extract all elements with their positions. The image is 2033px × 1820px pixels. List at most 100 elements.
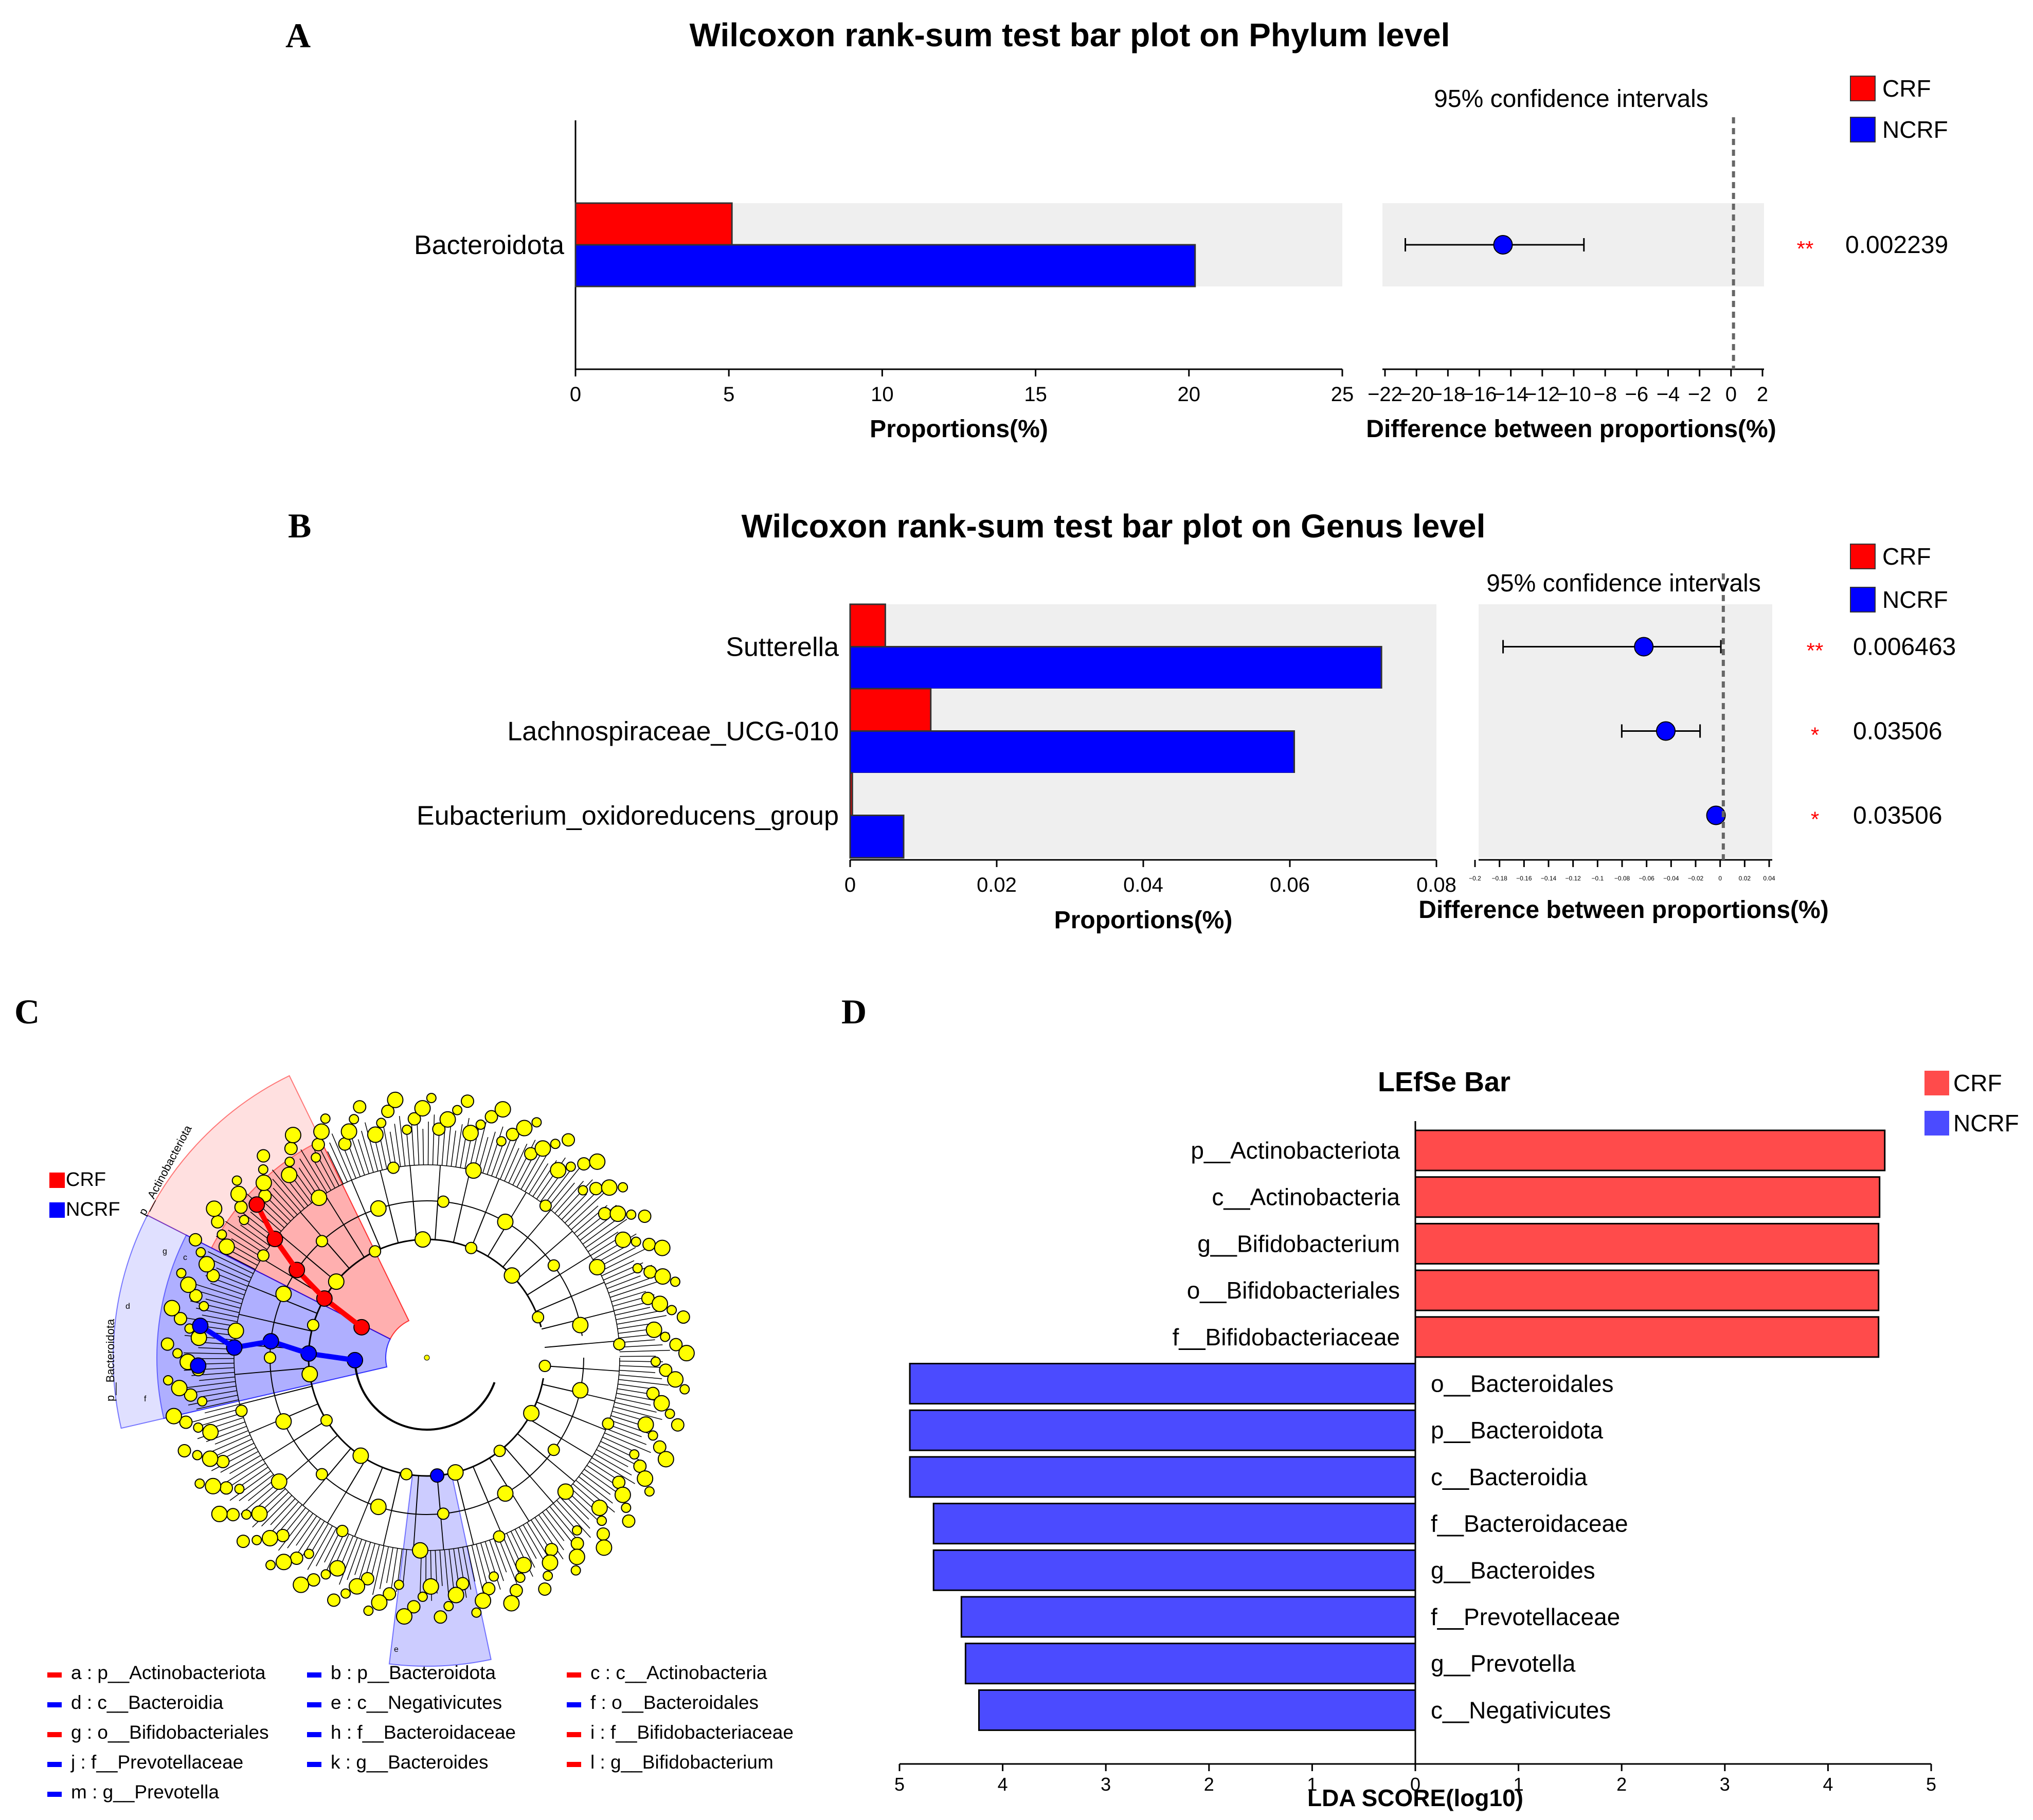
tree-branch: [541, 1319, 580, 1330]
bar-label: g__Prevotella: [1431, 1650, 1576, 1677]
tree-branch: [354, 1503, 369, 1537]
taxon-node: [589, 1258, 606, 1275]
tree-branch: [536, 1401, 573, 1417]
ci-point: [1706, 805, 1726, 825]
panel-a-title: Wilcoxon rank-sum test bar plot on Phylu…: [690, 16, 1450, 53]
tree-branch: [571, 1282, 605, 1297]
key-item: j : f__Prevotellaceae: [70, 1752, 243, 1773]
bar-label: f__Bacteroidaceae: [1431, 1510, 1628, 1537]
taxon-node: [303, 1548, 314, 1559]
x-tick-label: 0.06: [1270, 874, 1310, 896]
tree-branch: [482, 1131, 496, 1174]
key-swatch: [567, 1672, 581, 1678]
taxon-node: [577, 1157, 591, 1171]
tree-branch: [602, 1436, 636, 1453]
tree-branch: [300, 1212, 325, 1240]
taxon-node: [199, 1301, 209, 1311]
taxon-node: [621, 1502, 632, 1513]
tree-branch: [190, 1300, 240, 1313]
tree-branch: [231, 1238, 263, 1258]
taxon-node: [284, 1142, 298, 1156]
taxon-node: [353, 1100, 367, 1114]
taxon-node: [315, 1235, 328, 1248]
tree-branch: [225, 1221, 267, 1250]
tree-branch: [560, 1255, 591, 1275]
taxon-node: [497, 1213, 514, 1230]
tree-branch: [455, 1124, 463, 1167]
ci-axis-title: Difference between proportions(%): [1366, 416, 1776, 443]
tree-branch: [498, 1537, 517, 1584]
taxon-node: [340, 1123, 357, 1140]
taxon-node: [443, 1601, 454, 1612]
tree-branch: [596, 1449, 628, 1467]
tree-branch: [308, 1435, 338, 1461]
tree-branch: [440, 1513, 444, 1550]
tree-branch: [435, 1201, 439, 1240]
tree-branch: [383, 1510, 392, 1546]
tree-branch: [439, 1550, 443, 1587]
taxon-node: [667, 1371, 684, 1388]
tree-branch: [542, 1511, 565, 1541]
taxon-node: [515, 1573, 526, 1583]
taxon-node: [265, 1560, 276, 1571]
tree-branch: [617, 1323, 654, 1329]
taxon-node: [255, 1174, 272, 1191]
tree-branch: [609, 1281, 658, 1298]
tree-branch: [261, 1495, 292, 1527]
panel-a-bar-area: Bacteroidota 0 5 10 15 20 25 Proportions(%): [414, 120, 1354, 443]
taxon-node: [437, 1507, 449, 1520]
taxon-node: [496, 1136, 507, 1147]
key-item: l : g__Bifidobacterium: [590, 1752, 773, 1773]
tree-branch: [239, 1474, 274, 1501]
legend-crf-label: CRF: [1882, 543, 1931, 570]
taxon-node: [465, 1241, 478, 1254]
taxon-node: [206, 1200, 223, 1217]
taxon-node: [562, 1133, 575, 1147]
legend-ncrf-swatch: [1850, 117, 1876, 142]
key-swatch: [307, 1702, 321, 1707]
tree-branch: [379, 1546, 389, 1589]
taxon-node: [571, 1525, 582, 1536]
x-tick-label: 15: [1024, 383, 1047, 406]
taxon-node: [570, 1565, 581, 1576]
taxon-node: [234, 1200, 248, 1214]
ci-tick-label: −22: [1368, 383, 1402, 406]
bar-ncrf: [964, 1643, 1416, 1685]
taxon-node: [376, 1118, 387, 1128]
x-tick-label: 4: [998, 1774, 1008, 1795]
key-item: a : p__Actinobacteriota: [71, 1662, 266, 1683]
x-axis-title: Proportions(%): [870, 416, 1048, 443]
legend-ncrf-swatch: [1924, 1111, 1949, 1136]
taxon-node: [275, 1413, 292, 1430]
tree-branch: [544, 1170, 571, 1205]
tree-branch: [316, 1527, 337, 1566]
taxon-node: [614, 1486, 631, 1503]
ci-tick-label: −0.04: [1663, 875, 1679, 882]
tree-branch: [228, 1230, 265, 1254]
key-item: f : o__Bacteroidales: [590, 1692, 759, 1713]
taxon-node: [352, 1447, 369, 1464]
tree-branch: [538, 1515, 564, 1551]
taxon-node: [192, 1450, 203, 1461]
tree-branch: [549, 1506, 578, 1540]
ci-tick-label: 0.04: [1763, 875, 1775, 882]
tree-branch: [192, 1408, 241, 1422]
tree-branch: [619, 1339, 655, 1343]
legend-ncrf-swatch: [49, 1202, 65, 1218]
tree-branch: [406, 1129, 410, 1166]
tree-branch: [484, 1541, 501, 1590]
bar-label: f__Prevotellaceae: [1431, 1603, 1620, 1630]
taxon-node: [205, 1477, 222, 1494]
cladogram-key: a : p__Actinobacteriota b : p__Bacteroido…: [47, 1662, 794, 1803]
taxon-node: [307, 1573, 320, 1587]
taxon-node: [622, 1514, 636, 1528]
bar-ncrf: [909, 1409, 1416, 1451]
tree-branch: [220, 1451, 259, 1473]
bar-label: p__Actinobacteriota: [1191, 1137, 1400, 1164]
taxon-node: [642, 1237, 656, 1251]
taxon-node: [311, 1190, 328, 1206]
ci-title: 95% confidence intervals: [1486, 570, 1761, 597]
tree-branch: [545, 1343, 583, 1348]
legend-crf-swatch: [49, 1173, 65, 1188]
taxon-node: [329, 1560, 346, 1577]
